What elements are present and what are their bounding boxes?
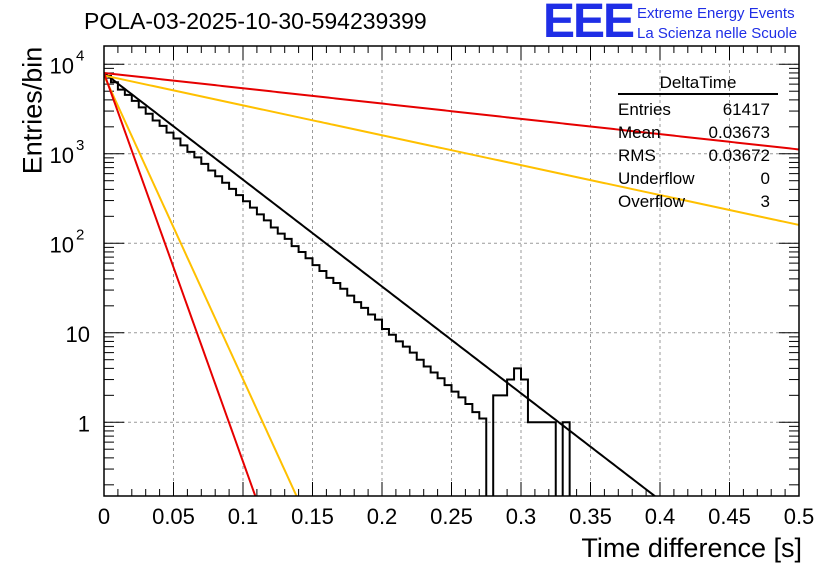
y-tick-exponent: 3 <box>76 137 84 154</box>
y-axis-label: Entries/bin <box>17 46 48 175</box>
series-yellow-slow <box>104 74 799 226</box>
stats-label: Underflow <box>618 169 695 188</box>
y-tick-label: 10 <box>50 143 74 168</box>
y-tick-exponent: 4 <box>76 47 84 64</box>
x-axis-label: Time difference [s] <box>581 533 802 563</box>
stats-value: 0.03672 <box>708 146 770 165</box>
plot-frame <box>103 45 800 497</box>
stats-title: DeltaTime <box>618 74 778 95</box>
logo-line-1: Extreme Energy Events <box>637 5 795 22</box>
y-tick-label: 10 <box>66 322 90 347</box>
series-fit <box>104 72 657 496</box>
stats-row-entries: Entries 61417 <box>612 98 780 121</box>
eee-logo: EEE <box>543 0 635 48</box>
stats-value: 0 <box>760 169 770 188</box>
stats-row-mean: Mean 0.03673 <box>612 121 780 144</box>
logo-line-2: La Scienza nelle Scuole <box>637 25 798 42</box>
series-red-slow <box>104 71 799 151</box>
x-tick-label: 0.45 <box>708 504 751 529</box>
stats-value: 61417 <box>722 100 770 119</box>
x-tick-label: 0.2 <box>367 504 398 529</box>
stats-label: Entries <box>618 100 671 119</box>
stats-row-overflow: Overflow 3 <box>612 190 780 213</box>
x-tick-label: 0 <box>98 504 110 529</box>
y-tick-label: 10 <box>50 53 74 78</box>
x-tick-label: 0.3 <box>506 504 537 529</box>
stats-value: 0.03673 <box>708 123 770 142</box>
x-tick-label: 0.1 <box>228 504 259 529</box>
stats-label: Mean <box>618 123 661 142</box>
chart-title: POLA-03-2025-10-30-594239399 <box>84 8 427 34</box>
x-tick-label: 0.4 <box>645 504 676 529</box>
stats-value: 3 <box>760 192 770 211</box>
stats-row-underflow: Underflow 0 <box>612 167 780 190</box>
stats-row-rms: RMS 0.03672 <box>612 144 780 167</box>
y-tick-label: 1 <box>78 411 90 436</box>
y-tick-exponent: 2 <box>76 226 84 243</box>
x-tick-label: 0.05 <box>152 504 195 529</box>
stats-box: DeltaTime Entries 61417 Mean 0.03673 RMS… <box>612 74 780 213</box>
histogram-deltatime <box>104 74 571 496</box>
stats-label: Overflow <box>618 192 686 211</box>
series-red-fast <box>104 72 257 496</box>
x-tick-label: 0.5 <box>784 504 815 529</box>
stats-label: RMS <box>618 146 656 165</box>
x-tick-label: 0.25 <box>430 504 473 529</box>
x-tick-label: 0.15 <box>291 504 334 529</box>
series-yellow-fast <box>104 75 298 496</box>
y-tick-label: 10 <box>50 232 74 257</box>
x-tick-label: 0.35 <box>569 504 612 529</box>
